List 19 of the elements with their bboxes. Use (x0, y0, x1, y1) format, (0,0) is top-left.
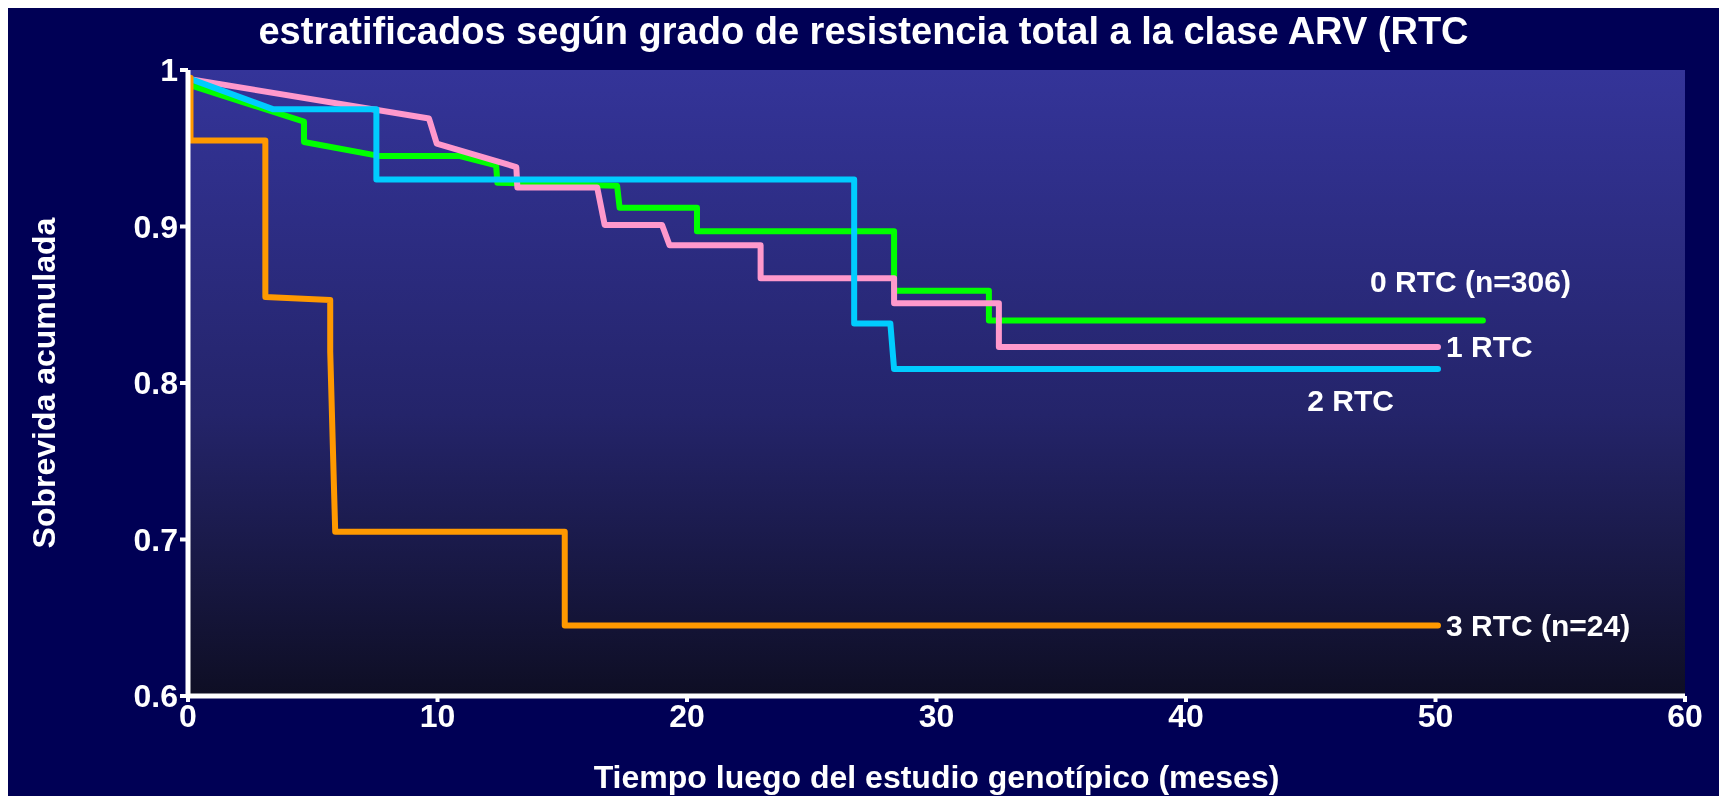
y-tick-label: 0.8 (133, 365, 178, 402)
series-label: 0 RTC (n=306) (1370, 265, 1571, 299)
series-label: 3 RTC (n=24) (1445, 608, 1631, 642)
y-tick-label: 0.7 (133, 521, 178, 558)
x-tick-label: 60 (1667, 697, 1703, 734)
x-tick-label: 40 (1168, 697, 1204, 734)
x-tick-label: 0 (179, 697, 197, 734)
x-tick-label: 20 (669, 697, 705, 734)
series-label: 2 RTC (1307, 383, 1394, 417)
x-tick-label: 50 (1417, 697, 1454, 734)
x-tick-label: 30 (918, 697, 955, 734)
x-tick-label: 10 (419, 697, 456, 734)
y-tick-label: 1 (160, 52, 178, 89)
y-tick-label: 0.6 (133, 678, 178, 715)
chart-title: estratificados según grado de resistencia total a la clase ARV (RTC (257, 9, 1470, 54)
y-tick-label: 0.9 (133, 208, 178, 245)
series-label: 1 RTC (1445, 330, 1533, 364)
x-axis-title: Tiempo luego del estudio genotípico (meses) (593, 759, 1280, 795)
y-axis-title: Sobrevida acumulada (26, 217, 63, 549)
